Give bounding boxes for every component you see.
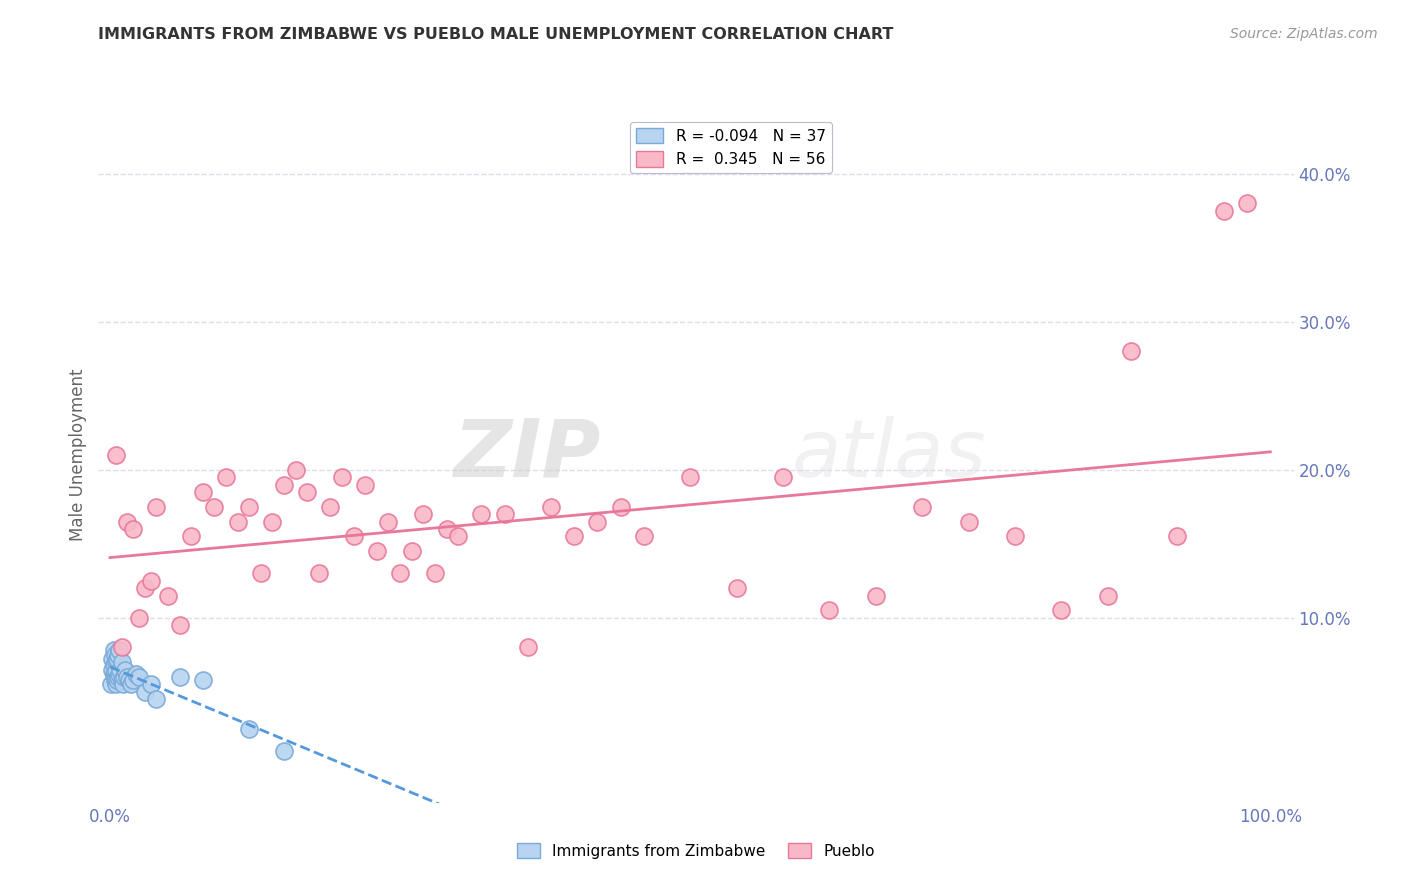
Point <box>104 655 127 669</box>
Point <box>412 507 434 521</box>
Point <box>284 463 307 477</box>
Point <box>1166 529 1188 543</box>
Point <box>818 603 841 617</box>
Point <box>191 484 214 499</box>
Point <box>169 618 191 632</box>
Point <box>180 529 202 543</box>
Point <box>865 589 887 603</box>
Point <box>238 722 260 736</box>
Point <box>470 507 492 521</box>
Point <box>157 589 180 603</box>
Legend: Immigrants from Zimbabwe, Pueblo: Immigrants from Zimbabwe, Pueblo <box>510 837 882 864</box>
Point <box>204 500 226 514</box>
Point <box>330 470 353 484</box>
Point <box>389 566 412 581</box>
Point <box>354 477 377 491</box>
Point <box>609 500 631 514</box>
Point <box>145 692 167 706</box>
Point <box>169 670 191 684</box>
Text: Source: ZipAtlas.com: Source: ZipAtlas.com <box>1230 27 1378 41</box>
Point <box>308 566 330 581</box>
Point <box>725 581 748 595</box>
Point <box>343 529 366 543</box>
Point <box>101 652 124 666</box>
Point <box>128 611 150 625</box>
Point <box>633 529 655 543</box>
Point <box>107 648 129 662</box>
Point <box>586 515 609 529</box>
Point <box>134 581 156 595</box>
Point <box>1097 589 1119 603</box>
Point <box>108 643 131 657</box>
Point <box>436 522 458 536</box>
Point <box>104 448 127 462</box>
Point <box>139 677 162 691</box>
Point <box>105 652 128 666</box>
Point <box>117 673 139 687</box>
Point <box>112 670 135 684</box>
Point <box>516 640 538 655</box>
Point <box>238 500 260 514</box>
Y-axis label: Male Unemployment: Male Unemployment <box>69 368 87 541</box>
Point <box>1119 344 1142 359</box>
Point <box>145 500 167 514</box>
Point <box>262 515 284 529</box>
Point <box>111 673 134 687</box>
Point <box>101 663 124 677</box>
Point <box>191 673 214 687</box>
Point <box>108 667 131 681</box>
Point <box>111 655 134 669</box>
Point <box>105 673 128 687</box>
Point <box>111 640 134 655</box>
Point <box>273 744 295 758</box>
Point <box>911 500 934 514</box>
Point <box>100 677 122 691</box>
Point <box>1050 603 1073 617</box>
Point <box>104 648 127 662</box>
Text: atlas: atlas <box>792 416 987 494</box>
Point <box>1212 203 1234 218</box>
Point <box>401 544 423 558</box>
Point <box>494 507 516 521</box>
Point <box>117 515 139 529</box>
Point <box>103 667 125 681</box>
Point <box>124 667 146 681</box>
Point <box>122 522 145 536</box>
Point <box>957 515 980 529</box>
Point <box>111 677 134 691</box>
Point <box>103 658 125 673</box>
Point <box>134 685 156 699</box>
Point <box>250 566 273 581</box>
Point <box>110 663 132 677</box>
Point <box>104 670 127 684</box>
Point <box>447 529 470 543</box>
Point <box>104 663 127 677</box>
Text: ZIP: ZIP <box>453 416 600 494</box>
Point <box>1004 529 1026 543</box>
Point <box>423 566 446 581</box>
Point <box>104 673 127 687</box>
Point <box>107 670 129 684</box>
Point <box>122 673 145 687</box>
Point <box>114 663 136 677</box>
Point <box>297 484 319 499</box>
Point <box>139 574 162 588</box>
Point <box>562 529 585 543</box>
Point <box>679 470 702 484</box>
Point <box>1236 196 1258 211</box>
Point <box>117 670 139 684</box>
Point <box>128 670 150 684</box>
Point <box>104 677 127 691</box>
Point <box>120 677 142 691</box>
Point <box>273 477 295 491</box>
Point <box>772 470 794 484</box>
Point <box>377 515 399 529</box>
Point <box>319 500 342 514</box>
Point <box>226 515 249 529</box>
Point <box>215 470 238 484</box>
Point <box>540 500 562 514</box>
Point <box>366 544 388 558</box>
Text: IMMIGRANTS FROM ZIMBABWE VS PUEBLO MALE UNEMPLOYMENT CORRELATION CHART: IMMIGRANTS FROM ZIMBABWE VS PUEBLO MALE … <box>98 27 894 42</box>
Point <box>103 643 125 657</box>
